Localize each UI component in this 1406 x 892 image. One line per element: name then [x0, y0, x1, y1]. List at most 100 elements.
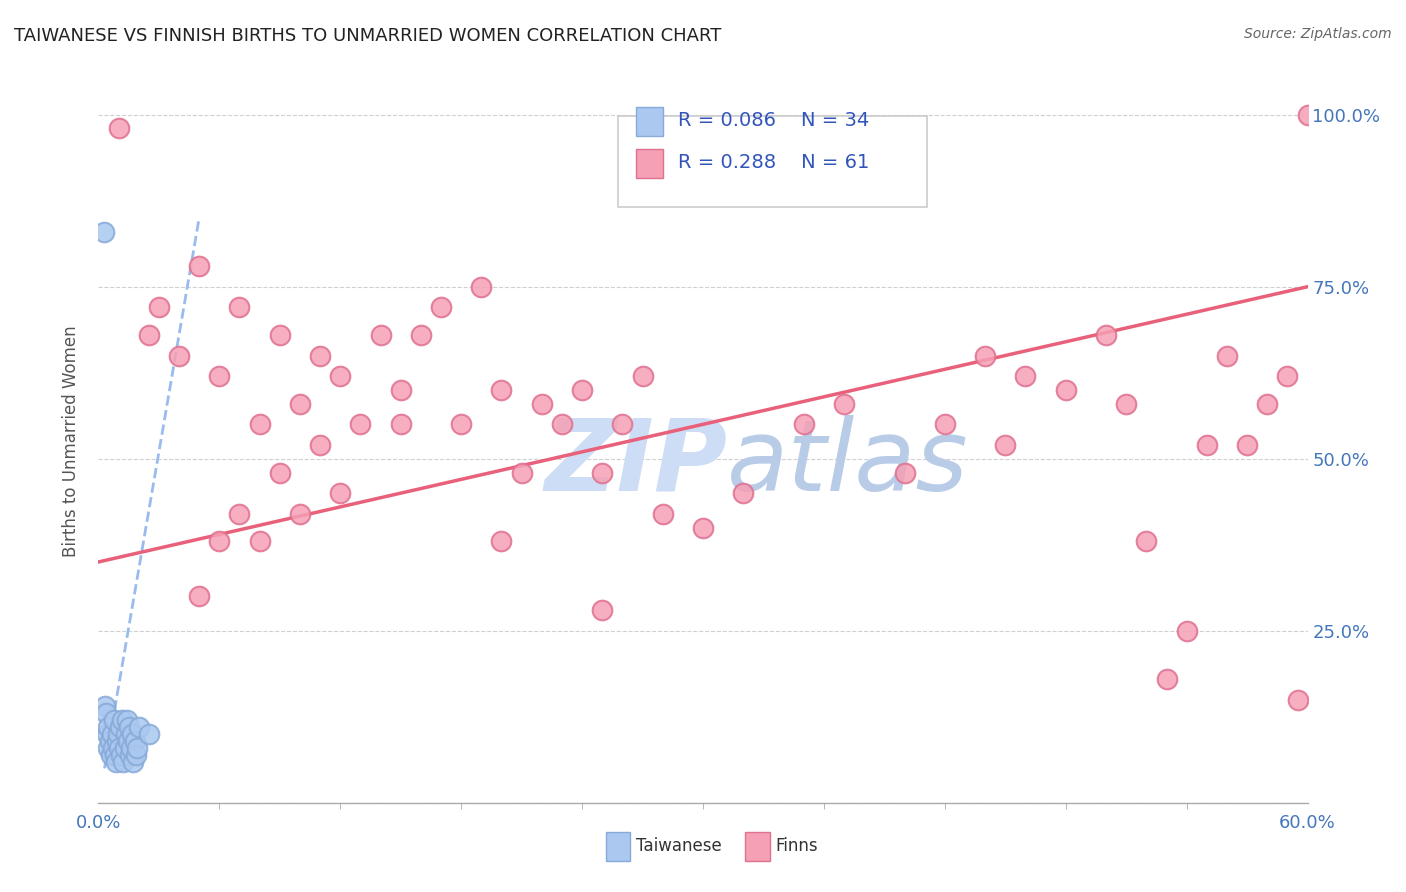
Point [1115, 397, 1137, 411]
Text: atlas: atlas [727, 415, 969, 512]
Text: R = 0.086    N = 34: R = 0.086 N = 34 [678, 112, 869, 130]
Text: R = 0.288    N = 61: R = 0.288 N = 61 [678, 153, 869, 172]
Point [994, 438, 1017, 452]
Point [430, 301, 453, 315]
Point [115, 713, 138, 727]
Point [97, 740, 120, 755]
Point [733, 486, 755, 500]
Point [530, 397, 553, 411]
Point [111, 755, 134, 769]
Point [117, 734, 139, 748]
Point [1256, 397, 1278, 411]
Point [370, 327, 392, 342]
Y-axis label: Births to Unmarried Women: Births to Unmarried Women [62, 326, 80, 558]
Point [125, 740, 148, 755]
Point [107, 740, 129, 755]
Point [249, 534, 271, 549]
FancyBboxPatch shape [619, 116, 927, 207]
Point [491, 534, 513, 549]
Point [138, 327, 160, 342]
Point [1286, 692, 1309, 706]
Point [692, 520, 714, 534]
Bar [745, 831, 769, 861]
Point [1195, 438, 1218, 452]
Point [107, 727, 129, 741]
Text: Source: ZipAtlas.com: Source: ZipAtlas.com [1244, 27, 1392, 41]
Point [96, 706, 118, 721]
Text: TAIWANESE VS FINNISH BIRTHS TO UNMARRIED WOMEN CORRELATION CHART: TAIWANESE VS FINNISH BIRTHS TO UNMARRIED… [14, 27, 721, 45]
Point [329, 486, 352, 500]
Point [1014, 369, 1036, 384]
Point [571, 383, 593, 397]
Point [591, 603, 613, 617]
Point [101, 740, 124, 755]
Point [269, 327, 291, 342]
Bar [606, 831, 630, 861]
Point [138, 727, 160, 741]
Point [105, 734, 128, 748]
Point [1236, 438, 1258, 452]
Point [188, 590, 211, 604]
Point [934, 417, 956, 432]
Point [93, 225, 115, 239]
Point [1135, 534, 1157, 549]
Point [1095, 327, 1118, 342]
Point [793, 417, 815, 432]
Point [94, 699, 117, 714]
Point [98, 734, 121, 748]
Text: Taiwanese: Taiwanese [637, 838, 723, 855]
Point [1175, 624, 1198, 638]
Point [288, 397, 311, 411]
Point [110, 747, 132, 762]
Point [510, 466, 533, 480]
Point [974, 349, 997, 363]
Point [491, 383, 513, 397]
Point [389, 417, 412, 432]
Point [114, 740, 136, 755]
Point [118, 747, 141, 762]
Point [1054, 383, 1077, 397]
Point [832, 397, 855, 411]
Point [148, 301, 170, 315]
Point [100, 747, 122, 762]
Point [110, 713, 132, 727]
Bar [637, 149, 664, 178]
Point [167, 349, 190, 363]
Point [96, 727, 118, 741]
Point [1216, 349, 1239, 363]
Point [228, 301, 250, 315]
Point [1277, 369, 1299, 384]
Point [208, 369, 231, 384]
Point [100, 727, 122, 741]
Point [470, 279, 492, 293]
Point [120, 740, 142, 755]
Point [128, 720, 150, 734]
Point [125, 747, 148, 762]
Point [329, 369, 352, 384]
Point [188, 259, 211, 273]
Point [893, 466, 915, 480]
Point [591, 466, 613, 480]
Point [1296, 108, 1319, 122]
Point [409, 327, 432, 342]
Bar [637, 107, 664, 136]
Point [612, 417, 634, 432]
Point [309, 438, 332, 452]
Point [103, 713, 125, 727]
Point [249, 417, 271, 432]
Point [309, 349, 332, 363]
Point [103, 747, 125, 762]
Point [108, 720, 131, 734]
Point [269, 466, 291, 480]
Point [389, 383, 412, 397]
Point [651, 507, 673, 521]
Point [97, 720, 120, 734]
Point [118, 720, 141, 734]
Point [208, 534, 231, 549]
Point [124, 734, 146, 748]
Point [1156, 672, 1178, 686]
Point [551, 417, 574, 432]
Point [450, 417, 472, 432]
Text: ZIP: ZIP [544, 415, 727, 512]
Point [104, 755, 127, 769]
